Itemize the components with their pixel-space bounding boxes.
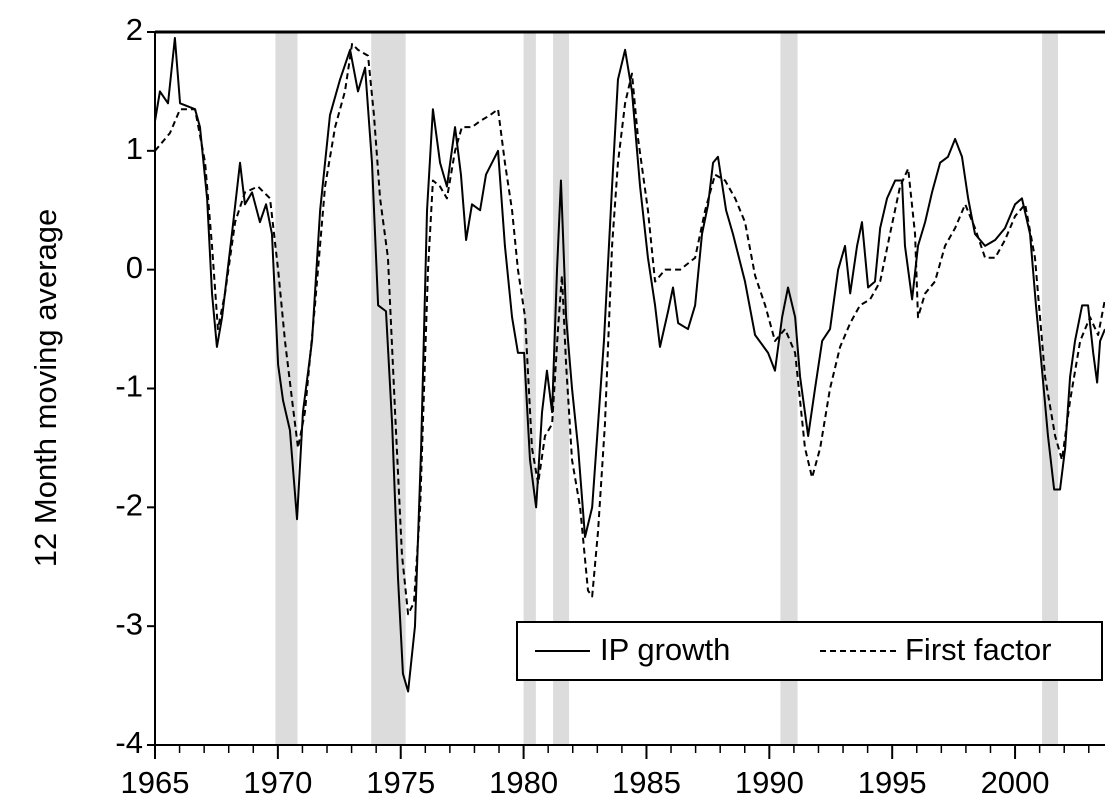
- y-tick-label: -2: [115, 488, 143, 523]
- recession-band: [1042, 32, 1059, 745]
- recession-band: [780, 32, 798, 745]
- y-tick-label: -4: [115, 725, 143, 760]
- y-tick-label: 2: [126, 12, 143, 47]
- x-tick-label: 1965: [121, 765, 190, 800]
- x-tick-label: 1985: [612, 765, 681, 800]
- x-tick-label: 1970: [243, 765, 312, 800]
- legend-label: IP growth: [600, 632, 730, 667]
- recession-band: [275, 32, 298, 745]
- legend-label: First factor: [905, 632, 1051, 667]
- x-tick-label: 2000: [981, 765, 1050, 800]
- x-tick-label: 1995: [858, 765, 927, 800]
- legend-box: [516, 621, 1103, 681]
- y-tick-label: 0: [126, 250, 143, 285]
- y-tick-label: -3: [115, 606, 143, 641]
- y-tick-label: -1: [115, 369, 143, 404]
- series-line: [154, 42, 1105, 616]
- series-line: [154, 36, 1105, 693]
- recession-band: [553, 32, 570, 745]
- x-tick-label: 1975: [366, 765, 435, 800]
- y-axis-label: 12 Month moving average: [28, 209, 63, 567]
- x-tick-label: 1980: [489, 765, 558, 800]
- x-tick-label: 1990: [735, 765, 804, 800]
- y-tick-label: 1: [126, 131, 143, 166]
